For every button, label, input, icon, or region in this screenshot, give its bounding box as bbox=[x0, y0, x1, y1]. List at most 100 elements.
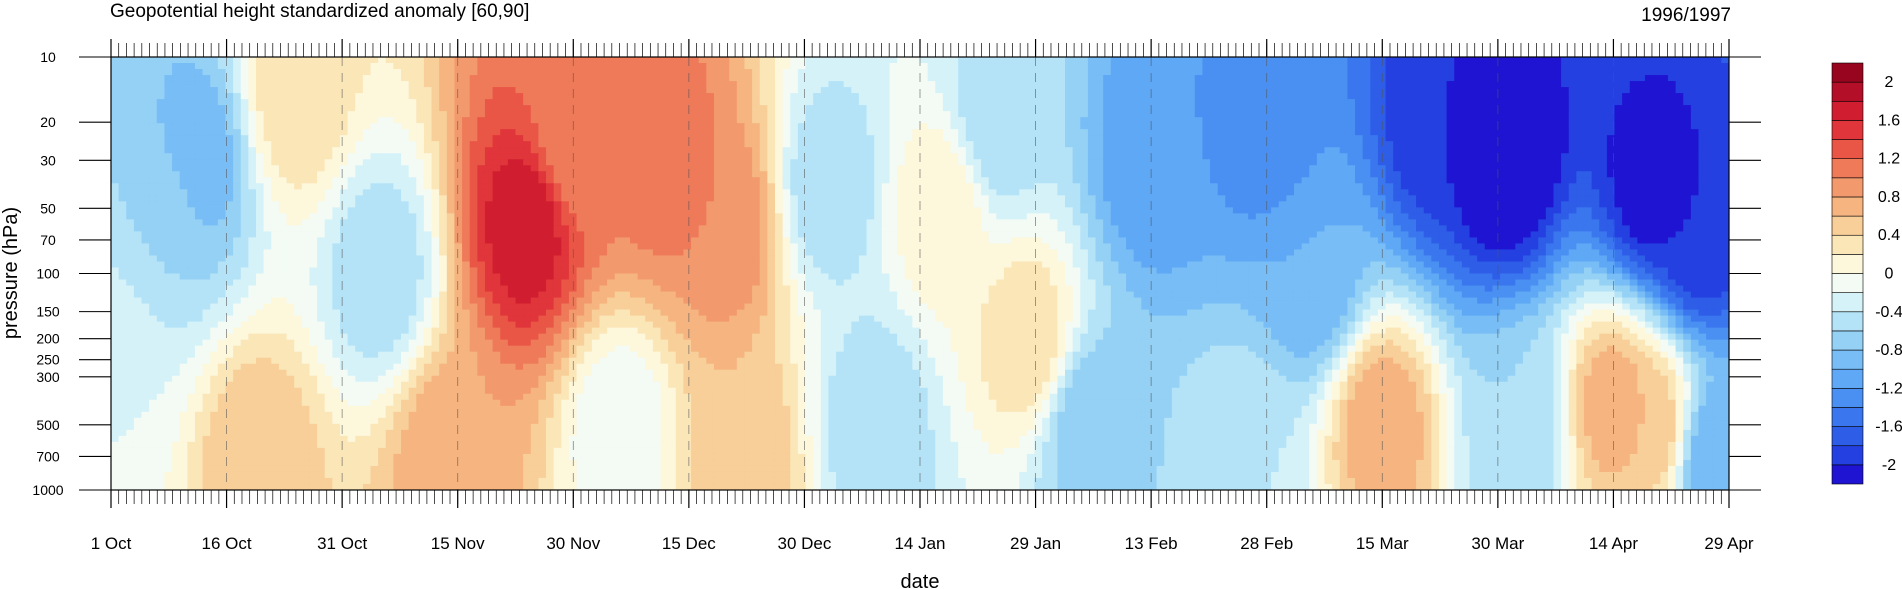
field-cell bbox=[256, 195, 264, 202]
field-cell bbox=[1676, 99, 1684, 106]
field-cell bbox=[1431, 99, 1439, 106]
field-cell bbox=[935, 153, 943, 160]
field-cell bbox=[1286, 81, 1294, 88]
field-cell bbox=[1187, 117, 1195, 124]
field-cell bbox=[134, 135, 142, 142]
field-cell bbox=[447, 141, 455, 148]
field-cell bbox=[531, 111, 539, 118]
field-cell bbox=[538, 171, 546, 178]
field-cell bbox=[264, 153, 272, 160]
field-cell bbox=[798, 117, 806, 124]
field-cell bbox=[1378, 81, 1386, 88]
field-cell bbox=[1248, 177, 1256, 184]
field-cell bbox=[1134, 135, 1142, 142]
field-cell bbox=[1286, 153, 1294, 160]
field-cell bbox=[1714, 111, 1722, 118]
field-cell bbox=[126, 105, 134, 112]
field-cell bbox=[370, 159, 378, 166]
field-cell bbox=[325, 177, 333, 184]
field-cell bbox=[180, 75, 188, 82]
field-cell bbox=[1721, 63, 1729, 70]
field-cell bbox=[378, 141, 386, 148]
field-cell bbox=[1019, 111, 1027, 118]
field-cell bbox=[439, 81, 447, 88]
field-cell bbox=[1294, 63, 1302, 70]
field-cell bbox=[1622, 87, 1630, 94]
field-cell bbox=[416, 147, 424, 154]
field-cell bbox=[798, 63, 806, 70]
field-cell bbox=[172, 165, 180, 172]
field-cell bbox=[1126, 159, 1134, 166]
field-cell bbox=[180, 57, 188, 64]
field-cell bbox=[569, 195, 577, 202]
field-cell bbox=[332, 183, 340, 190]
field-cell bbox=[630, 141, 638, 148]
field-cell bbox=[706, 183, 714, 190]
field-cell bbox=[1309, 69, 1317, 76]
field-cell bbox=[951, 159, 959, 166]
field-cell bbox=[1187, 153, 1195, 160]
field-cell bbox=[1615, 177, 1623, 184]
field-cell bbox=[1012, 171, 1020, 178]
field-cell bbox=[1088, 165, 1096, 172]
field-cell bbox=[683, 177, 691, 184]
field-cell bbox=[798, 171, 806, 178]
field-cell bbox=[630, 117, 638, 124]
field-cell bbox=[409, 99, 417, 106]
field-cell bbox=[1164, 117, 1172, 124]
field-cell bbox=[340, 141, 348, 148]
field-cell bbox=[134, 81, 142, 88]
field-cell bbox=[241, 129, 249, 136]
field-cell bbox=[1134, 153, 1142, 160]
field-cell bbox=[485, 99, 493, 106]
field-cell bbox=[1439, 135, 1447, 142]
field-cell bbox=[1615, 129, 1623, 136]
field-cell bbox=[1004, 75, 1012, 82]
field-cell bbox=[691, 69, 699, 76]
field-cell bbox=[882, 129, 890, 136]
field-cell bbox=[882, 165, 890, 172]
field-cell bbox=[699, 129, 707, 136]
field-cell bbox=[1637, 117, 1645, 124]
field-cell bbox=[889, 81, 897, 88]
field-cell bbox=[722, 141, 730, 148]
field-cell bbox=[752, 75, 760, 82]
field-cell bbox=[172, 195, 180, 202]
field-cell bbox=[149, 147, 157, 154]
field-cell bbox=[638, 129, 646, 136]
field-cell bbox=[1668, 171, 1676, 178]
field-cell bbox=[470, 105, 478, 112]
field-cell bbox=[1462, 75, 1470, 82]
field-cell bbox=[1660, 153, 1668, 160]
field-cell bbox=[119, 183, 127, 190]
field-cell bbox=[981, 63, 989, 70]
field-cell bbox=[607, 183, 615, 190]
field-cell bbox=[1615, 69, 1623, 76]
field-cell bbox=[424, 129, 432, 136]
field-cell bbox=[432, 57, 440, 64]
field-cell bbox=[386, 129, 394, 136]
field-cell bbox=[1515, 69, 1523, 76]
field-cell bbox=[1676, 111, 1684, 118]
field-cell bbox=[714, 93, 722, 100]
field-cell bbox=[1325, 141, 1333, 148]
field-cell bbox=[1355, 111, 1363, 118]
field-cell bbox=[416, 63, 424, 70]
field-cell bbox=[882, 105, 890, 112]
field-cell bbox=[813, 93, 821, 100]
field-cell bbox=[722, 63, 730, 70]
field-cell bbox=[958, 63, 966, 70]
field-cell bbox=[1615, 81, 1623, 88]
field-cell bbox=[1325, 57, 1333, 64]
field-cell bbox=[462, 81, 470, 88]
field-cell bbox=[836, 87, 844, 94]
field-cell bbox=[1683, 57, 1691, 64]
field-cell bbox=[225, 129, 233, 136]
field-cell bbox=[462, 69, 470, 76]
field-cell bbox=[783, 153, 791, 160]
field-cell bbox=[592, 177, 600, 184]
field-cell bbox=[203, 165, 211, 172]
field-cell bbox=[943, 147, 951, 154]
field-cell bbox=[546, 93, 554, 100]
field-cell bbox=[378, 57, 386, 64]
